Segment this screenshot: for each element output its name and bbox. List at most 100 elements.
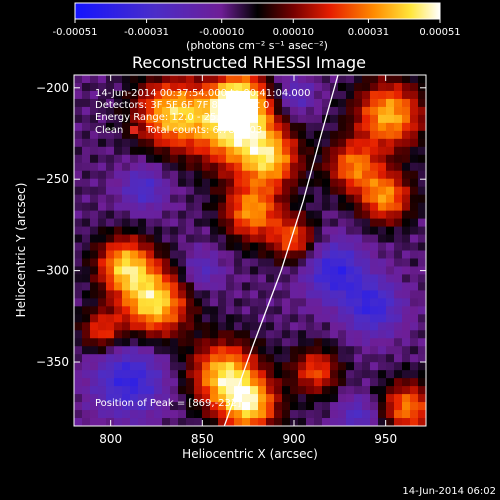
heatmap-cell — [322, 242, 331, 252]
heatmap-cell — [266, 186, 275, 196]
heatmap-cell — [130, 138, 139, 148]
heatmap-cell — [314, 314, 323, 323]
y-tick-label: −250 — [36, 172, 69, 186]
heatmap-cell — [170, 410, 179, 419]
heatmap-cell — [226, 234, 235, 244]
heatmap-cell — [370, 306, 379, 315]
heatmap-cell — [98, 170, 107, 180]
heatmap-cell — [386, 346, 395, 355]
heatmap-cell — [250, 226, 259, 236]
heatmap-cell — [370, 82, 379, 92]
heatmap-cell — [394, 186, 403, 196]
heatmap-cell — [242, 258, 251, 268]
heatmap-cell — [394, 362, 403, 371]
heatmap-cell — [90, 370, 99, 379]
heatmap-cell — [98, 282, 107, 291]
heatmap-cell — [106, 242, 115, 252]
heatmap-cell — [330, 386, 339, 395]
heatmap-cell — [290, 338, 299, 347]
heatmap-cell — [410, 234, 419, 244]
heatmap-cell — [146, 75, 155, 84]
heatmap-cell — [266, 410, 275, 419]
heatmap-cell — [378, 210, 387, 220]
heatmap-cell — [354, 298, 363, 307]
heatmap-cell — [418, 386, 426, 395]
heatmap-cell — [282, 186, 291, 196]
heatmap-cell — [162, 90, 171, 100]
heatmap-cell — [162, 75, 171, 84]
heatmap-cell — [138, 402, 147, 411]
heatmap-cell — [234, 250, 243, 260]
heatmap-cell — [186, 266, 195, 276]
heatmap-cell — [194, 330, 203, 339]
heatmap-cell — [418, 242, 426, 252]
heatmap-cell — [138, 210, 147, 220]
heatmap-cell — [154, 130, 163, 140]
heatmap-cell — [410, 130, 419, 140]
heatmap-cell — [298, 106, 307, 116]
heatmap-cell — [162, 218, 171, 228]
heatmap-cell — [282, 130, 291, 140]
heatmap-cell — [274, 90, 283, 100]
heatmap-cell — [90, 82, 99, 92]
heatmap-cell — [130, 250, 139, 260]
heatmap-cell — [330, 258, 339, 268]
heatmap-cell — [122, 106, 131, 116]
heatmap-cell — [82, 162, 91, 172]
heatmap-cell — [338, 306, 347, 315]
heatmap-cell — [82, 218, 91, 228]
heatmap-cell — [370, 314, 379, 323]
heatmap-cell — [146, 290, 155, 299]
heatmap-cell — [418, 354, 426, 363]
heatmap-cell — [90, 234, 99, 244]
heatmap-cell — [114, 218, 123, 228]
heatmap-cell — [234, 98, 243, 108]
heatmap-cell — [138, 370, 147, 379]
heatmap-cell — [386, 282, 395, 291]
heatmap-cell — [98, 82, 107, 92]
heatmap-cell — [282, 274, 291, 284]
heatmap-cell — [242, 98, 251, 108]
heatmap-cell — [346, 250, 355, 260]
heatmap-cell — [250, 370, 259, 379]
heatmap-cell — [186, 194, 195, 204]
heatmap-cell — [178, 218, 187, 228]
heatmap-cell — [82, 258, 91, 268]
heatmap-cell — [210, 114, 219, 124]
heatmap-cell — [250, 130, 259, 140]
heatmap-cell — [274, 338, 283, 347]
heatmap-cell — [218, 186, 227, 196]
heatmap-cell — [386, 370, 395, 379]
heatmap-cell — [338, 202, 347, 212]
heatmap-cell — [378, 402, 387, 411]
heatmap-cell — [234, 114, 243, 124]
heatmap-cell — [130, 146, 139, 156]
heatmap-cell — [386, 226, 395, 236]
heatmap-cell — [258, 122, 267, 132]
heatmap-cell — [202, 234, 211, 244]
heatmap-cell — [362, 338, 371, 347]
heatmap-cell — [74, 122, 83, 132]
heatmap-cell — [234, 210, 243, 220]
heatmap-cell — [418, 290, 426, 299]
heatmap-cell — [162, 138, 171, 148]
heatmap-cell — [170, 346, 179, 355]
heatmap-cell — [186, 354, 195, 363]
heatmap-cell — [346, 75, 355, 84]
heatmap-cell — [338, 258, 347, 268]
heatmap-cell — [370, 202, 379, 212]
heatmap-cell — [170, 298, 179, 307]
heatmap-cell — [74, 106, 83, 116]
heatmap-cell — [314, 290, 323, 299]
heatmap-cell — [346, 418, 355, 426]
heatmap-cell — [146, 114, 155, 124]
heatmap-cell — [266, 154, 275, 164]
heatmap-cell — [130, 274, 139, 284]
heatmap-cell — [234, 314, 243, 323]
heatmap-cell — [74, 306, 83, 315]
solar-limb-arc — [223, 75, 339, 426]
heatmap-cell — [338, 234, 347, 244]
heatmap-cell — [346, 162, 355, 172]
heatmap-cell — [90, 122, 99, 132]
heatmap-cell — [122, 114, 131, 124]
